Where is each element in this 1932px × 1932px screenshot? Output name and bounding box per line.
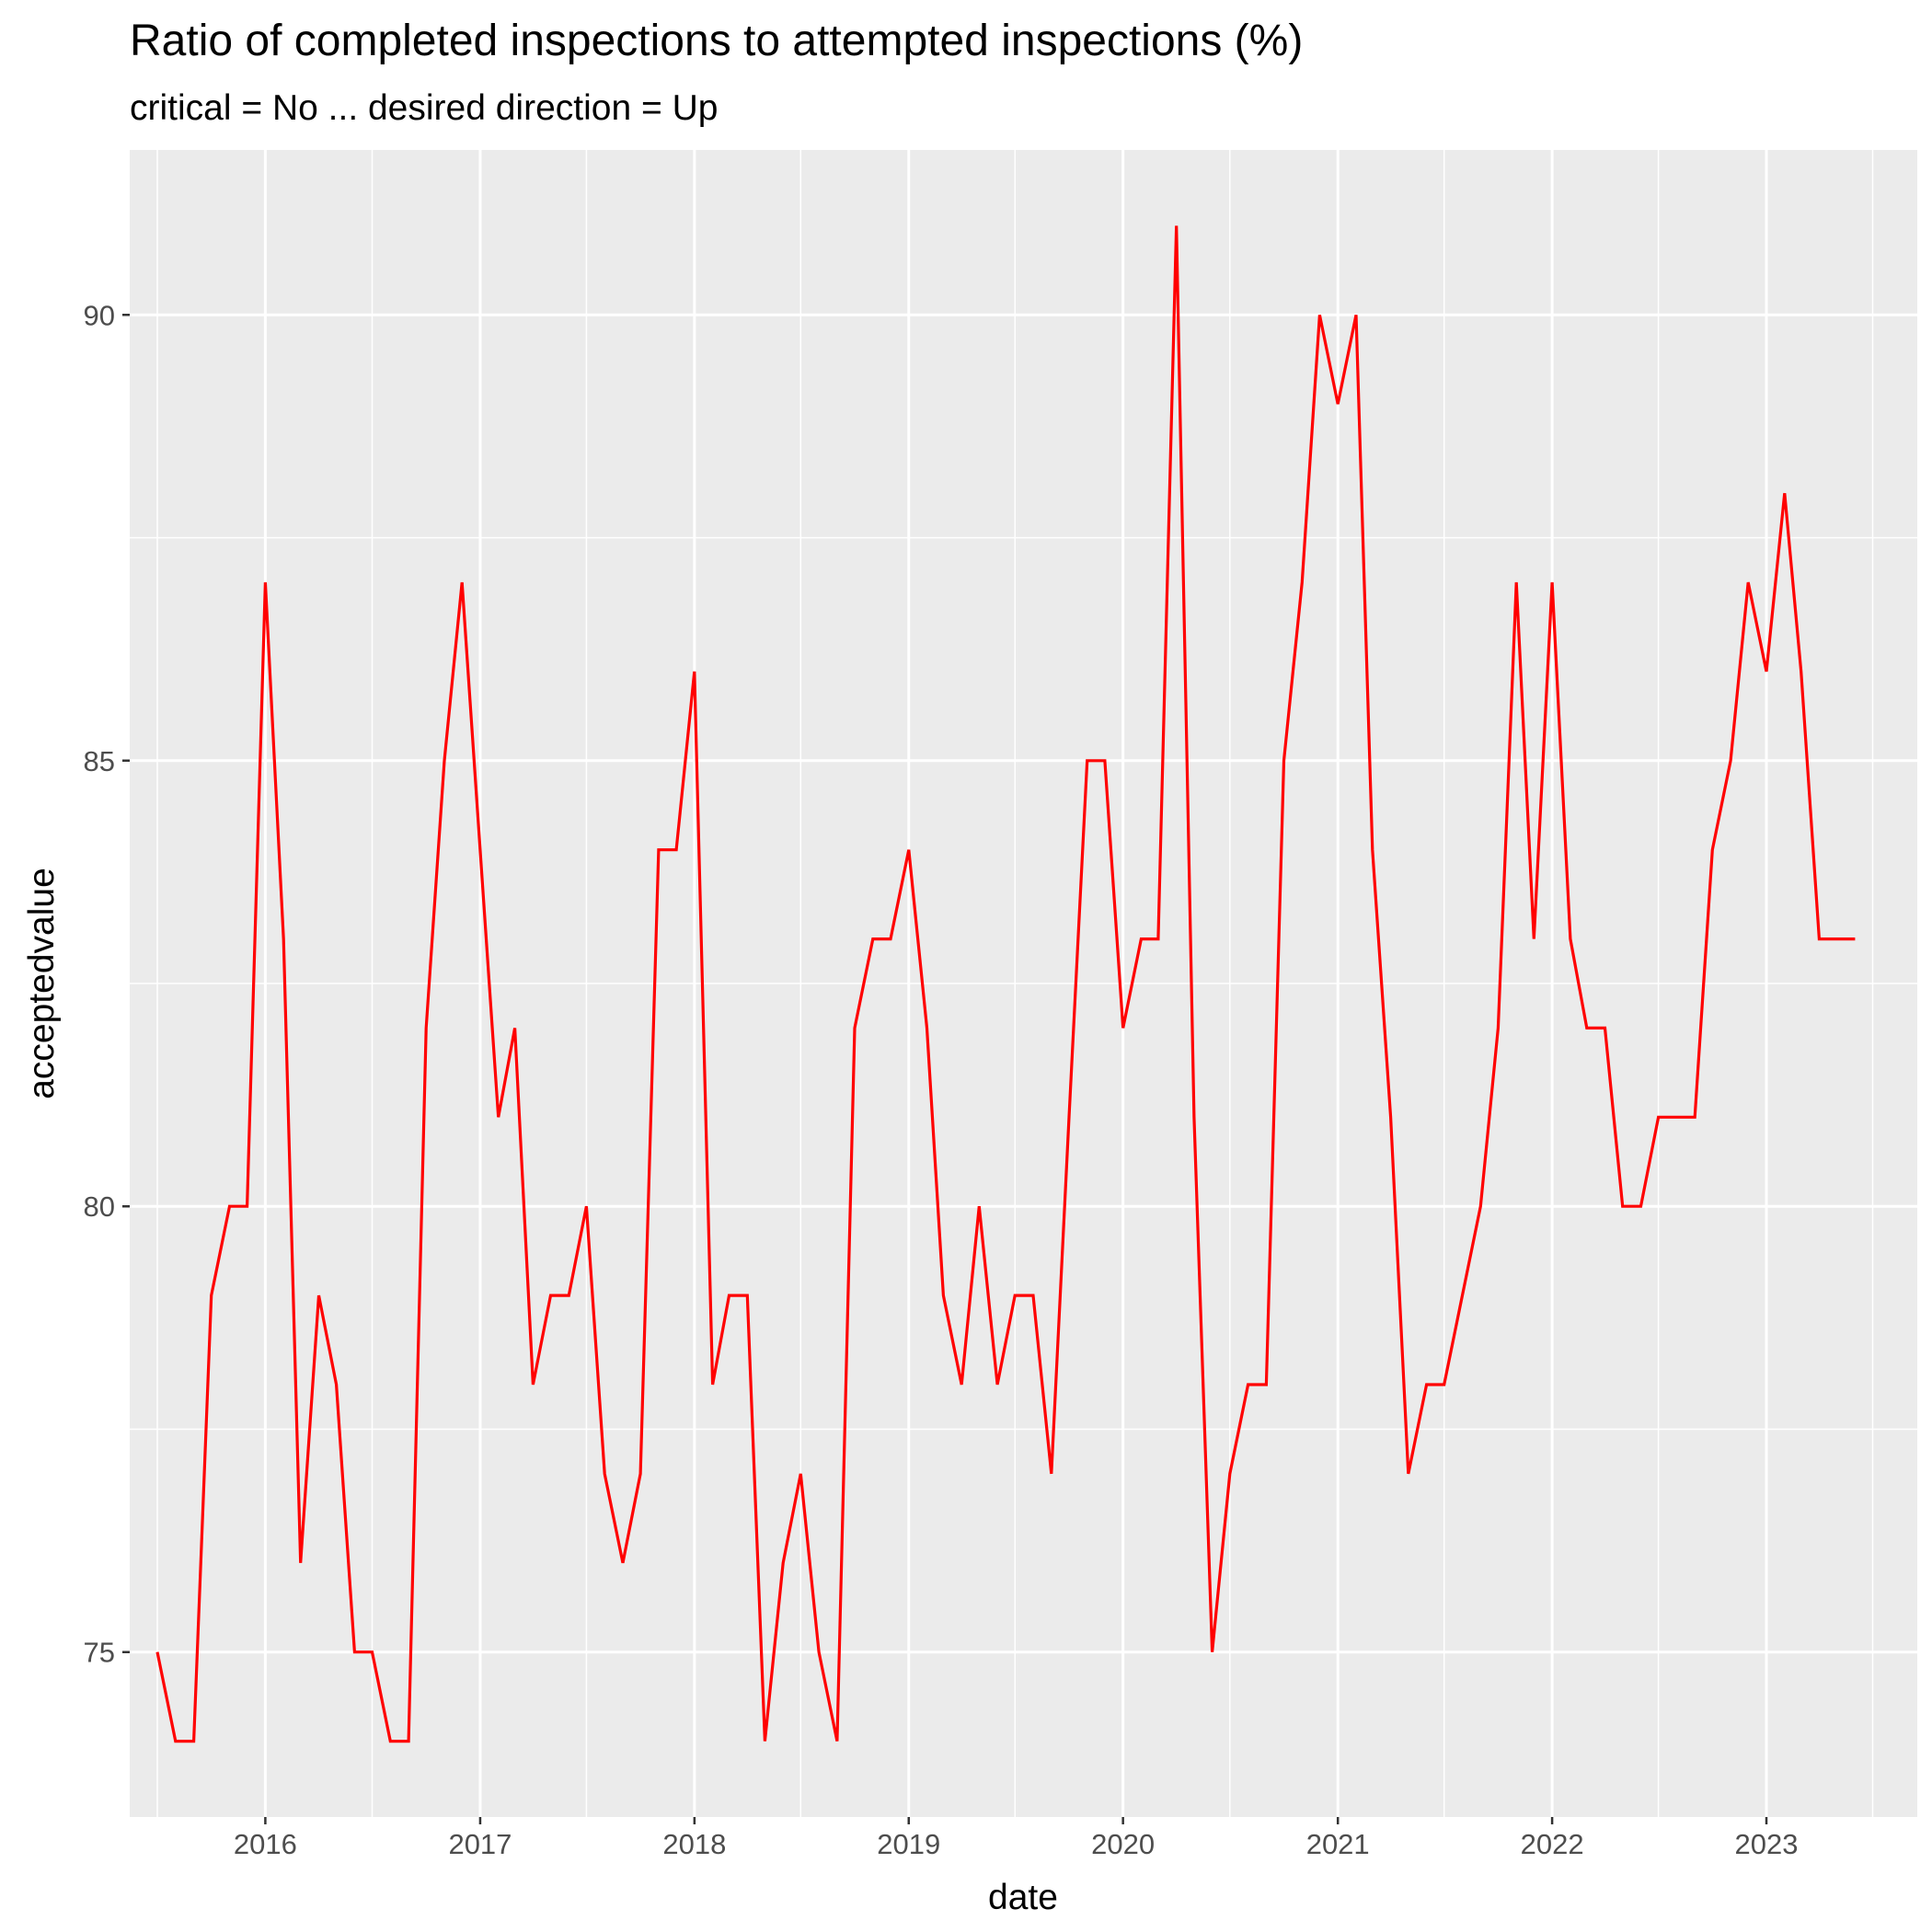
x-tick-label: 2017 bbox=[448, 1828, 512, 1860]
x-tick-label: 2016 bbox=[234, 1828, 297, 1860]
y-tick-label: 90 bbox=[84, 299, 115, 331]
x-axis: 2016 2017 2018 2019 2020 2021 2022 2023 bbox=[234, 1817, 1799, 1860]
x-axis-title: date bbox=[988, 1878, 1058, 1917]
chart-subtitle: critical = No ... desired direction = Up bbox=[130, 88, 718, 128]
y-tick-label: 75 bbox=[84, 1637, 115, 1669]
x-tick-label: 2021 bbox=[1306, 1828, 1370, 1860]
y-tick-label: 80 bbox=[84, 1190, 115, 1223]
x-tick-label: 2023 bbox=[1735, 1828, 1799, 1860]
x-tick-label: 2020 bbox=[1091, 1828, 1155, 1860]
x-tick-label: 2019 bbox=[877, 1828, 940, 1860]
y-axis-title: acceptedvalue bbox=[22, 868, 62, 1099]
grid-lines bbox=[130, 150, 1917, 1817]
x-tick-label: 2022 bbox=[1521, 1828, 1584, 1860]
chart-title: Ratio of completed inspections to attemp… bbox=[130, 17, 1303, 65]
y-tick-label: 85 bbox=[84, 745, 115, 777]
y-axis: 75 80 85 90 bbox=[84, 299, 130, 1669]
x-tick-label: 2018 bbox=[662, 1828, 726, 1860]
series-line bbox=[155, 225, 1856, 1743]
series-layer bbox=[155, 225, 1856, 1743]
